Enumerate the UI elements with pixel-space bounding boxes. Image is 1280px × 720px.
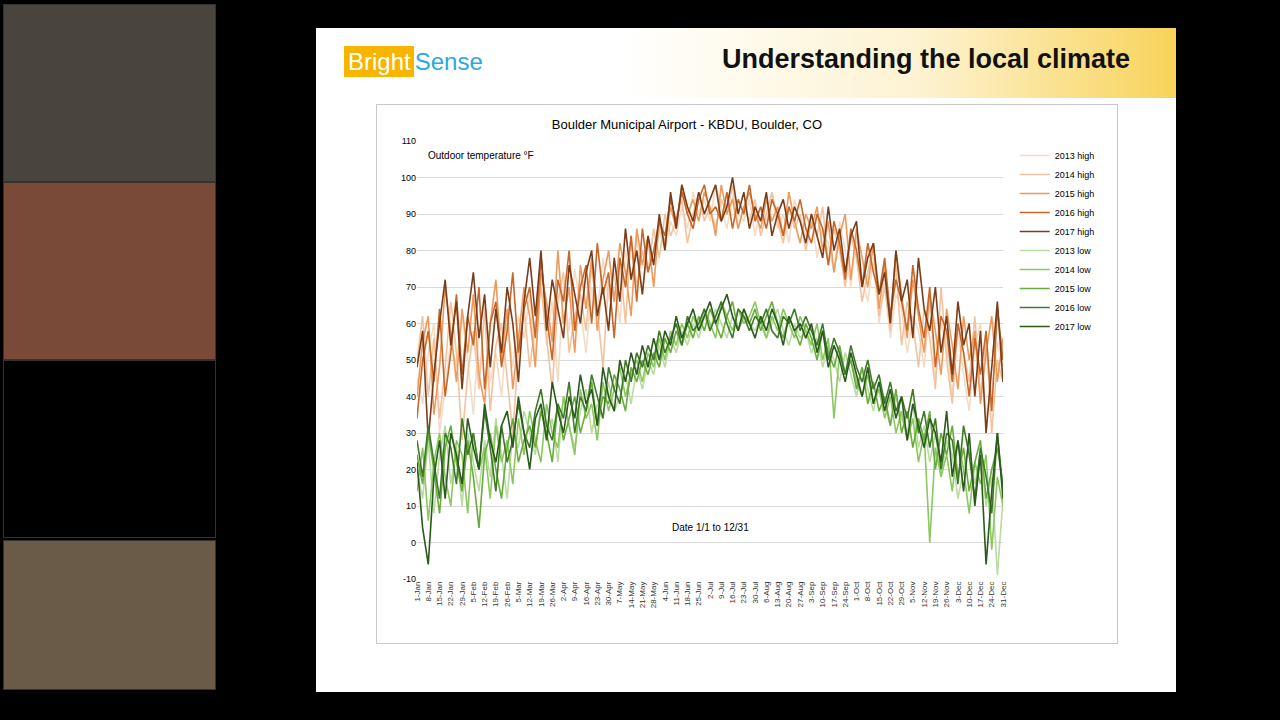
- svg-text:2016 high: 2016 high: [1055, 208, 1095, 218]
- svg-text:50: 50: [406, 355, 416, 365]
- svg-text:12-Feb: 12-Feb: [480, 581, 489, 607]
- html-text:Understanding the local climat: Understanding the local climate: [721, 44, 1130, 74]
- svg-text:16-Jul: 16-Jul: [728, 581, 737, 603]
- svg-text:2013 high: 2013 high: [1055, 151, 1095, 161]
- svg-text:10-Dec: 10-Dec: [965, 582, 974, 608]
- svg-text:2017 high: 2017 high: [1055, 227, 1095, 237]
- svg-text:31-Dec: 31-Dec: [999, 582, 1008, 608]
- svg-text:24-Dec: 24-Dec: [987, 582, 996, 608]
- svg-text:80: 80: [406, 246, 416, 256]
- svg-text:26-Feb: 26-Feb: [503, 581, 512, 607]
- svg-text:25-Jun: 25-Jun: [694, 582, 703, 606]
- svg-text:90: 90: [406, 209, 416, 219]
- svg-text:2016 low: 2016 low: [1055, 303, 1092, 313]
- svg-text:23-Jul: 23-Jul: [739, 581, 748, 603]
- svg-text:20: 20: [406, 465, 416, 475]
- svg-text:12-Nov: 12-Nov: [920, 582, 929, 608]
- svg-text:30: 30: [406, 428, 416, 438]
- svg-text:2015 low: 2015 low: [1055, 284, 1092, 294]
- svg-text:9-Apr: 9-Apr: [570, 581, 579, 601]
- svg-text:3-Sep: 3-Sep: [807, 581, 816, 603]
- svg-text:4-Jun: 4-Jun: [661, 582, 670, 602]
- svg-text:5-Feb: 5-Feb: [469, 581, 478, 602]
- svg-text:19-Nov: 19-Nov: [931, 582, 940, 608]
- svg-text:15-Oct: 15-Oct: [875, 581, 884, 606]
- svg-text:Boulder Municipal Airport - KB: Boulder Municipal Airport - KBDU, Boulde…: [552, 117, 822, 132]
- svg-text:22-Oct: 22-Oct: [886, 581, 895, 606]
- svg-text:29-Jan: 29-Jan: [458, 582, 467, 606]
- svg-text:8-Jan: 8-Jan: [424, 582, 433, 602]
- svg-text:30-Jul: 30-Jul: [751, 581, 760, 603]
- svg-text:100: 100: [401, 173, 416, 183]
- svg-text:19-Feb: 19-Feb: [491, 581, 500, 607]
- svg-text:2014 low: 2014 low: [1055, 265, 1092, 275]
- svg-text:Outdoor temperature °F: Outdoor temperature °F: [428, 150, 534, 161]
- svg-text:8-Oct: 8-Oct: [863, 581, 872, 601]
- svg-text:Date 1/1 to 12/31: Date 1/1 to 12/31: [672, 522, 749, 533]
- svg-text:60: 60: [406, 319, 416, 329]
- svg-text:-10: -10: [403, 574, 416, 584]
- svg-text:2017 low: 2017 low: [1055, 322, 1092, 332]
- svg-text:27-Aug: 27-Aug: [796, 582, 805, 608]
- svg-text:10-Sep: 10-Sep: [818, 581, 827, 607]
- svg-text:16-Apr: 16-Apr: [582, 581, 591, 605]
- svg-text:70: 70: [406, 282, 416, 292]
- svg-text:26-Nov: 26-Nov: [942, 582, 951, 608]
- svg-text:15-Jan: 15-Jan: [435, 582, 444, 606]
- svg-text:19-Mar: 19-Mar: [537, 581, 546, 607]
- svg-text:11-Jun: 11-Jun: [672, 582, 681, 606]
- svg-text:6-Aug: 6-Aug: [762, 582, 771, 603]
- svg-text:2014 high: 2014 high: [1055, 170, 1095, 180]
- html-text:Bright Sense: Bright Sense: [348, 48, 483, 75]
- svg-text:12-Mar: 12-Mar: [525, 581, 534, 607]
- svg-text:0: 0: [411, 538, 416, 548]
- svg-text:1-Jan: 1-Jan: [413, 582, 422, 602]
- svg-text:29-Oct: 29-Oct: [897, 581, 906, 606]
- svg-text:5-Mar: 5-Mar: [514, 581, 523, 602]
- svg-text:1-Oct: 1-Oct: [852, 581, 861, 601]
- svg-text:10: 10: [406, 501, 416, 511]
- svg-text:5-Nov: 5-Nov: [908, 582, 917, 603]
- svg-text:9-Jul: 9-Jul: [717, 581, 726, 599]
- svg-text:3-Dec: 3-Dec: [954, 582, 963, 603]
- svg-text:17-Dec: 17-Dec: [976, 582, 985, 608]
- svg-text:13-Aug: 13-Aug: [773, 582, 782, 608]
- svg-text:22-Jan: 22-Jan: [446, 582, 455, 606]
- svg-text:2015 high: 2015 high: [1055, 189, 1095, 199]
- svg-text:26-Mar: 26-Mar: [548, 581, 557, 607]
- svg-text:24-Sep: 24-Sep: [841, 581, 850, 607]
- svg-text:2-Jul: 2-Jul: [706, 581, 715, 599]
- svg-text:14-May: 14-May: [627, 582, 636, 609]
- svg-text:2-Apr: 2-Apr: [559, 581, 568, 601]
- svg-text:18-Jun: 18-Jun: [683, 582, 692, 606]
- svg-text:21-May: 21-May: [638, 582, 647, 609]
- svg-text:2013 low: 2013 low: [1055, 246, 1092, 256]
- svg-text:20-Aug: 20-Aug: [784, 582, 793, 608]
- svg-text:7-May: 7-May: [615, 582, 624, 604]
- svg-text:30-Apr: 30-Apr: [604, 581, 613, 605]
- svg-text:23-Apr: 23-Apr: [593, 581, 602, 605]
- svg-text:40: 40: [406, 392, 416, 402]
- svg-text:28-May: 28-May: [649, 582, 658, 609]
- svg-text:17-Sep: 17-Sep: [830, 581, 839, 607]
- svg-text:110: 110: [402, 136, 416, 146]
